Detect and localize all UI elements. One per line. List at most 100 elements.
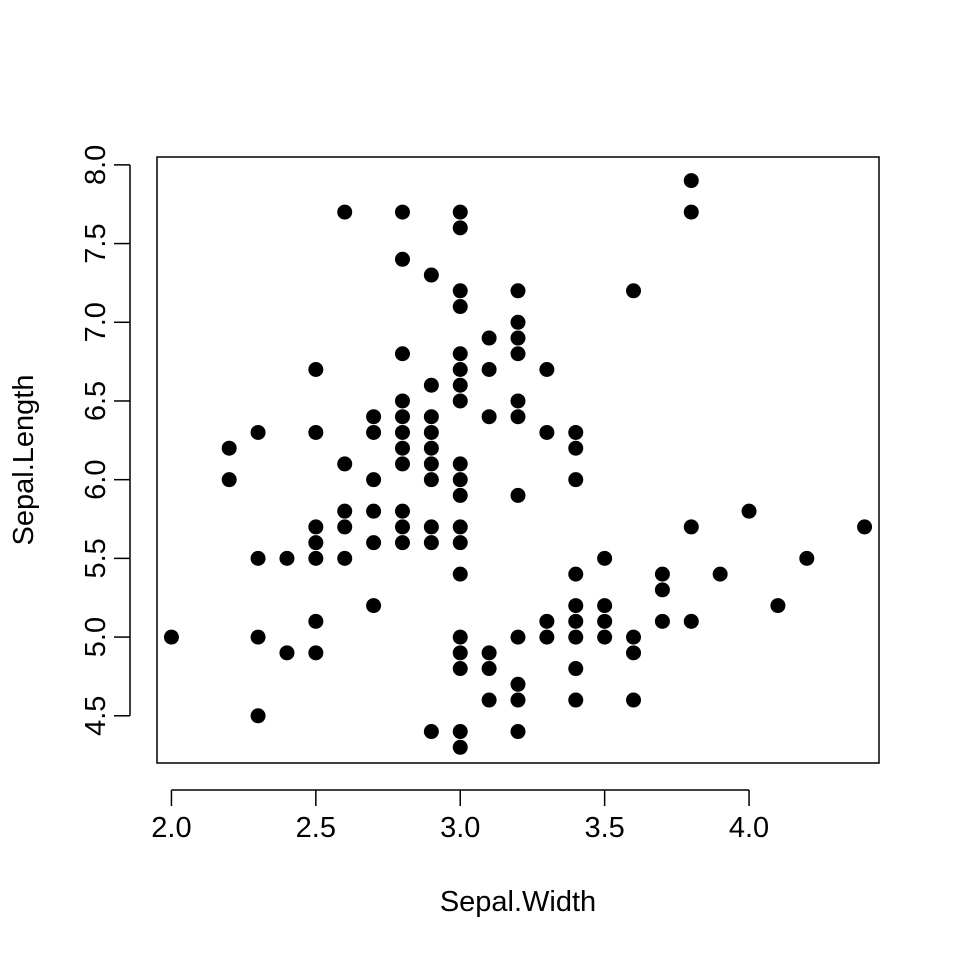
data-point [423,456,439,472]
data-point [510,330,526,346]
y-tick-label: 5.0 [80,617,112,657]
data-point [423,440,439,456]
data-point [308,361,324,377]
data-point [250,708,266,724]
data-point [857,519,873,535]
data-point [394,424,410,440]
data-point [452,346,468,362]
data-point [626,645,642,661]
data-point [308,645,324,661]
data-point [394,535,410,551]
data-point [337,204,353,220]
data-point [510,283,526,299]
data-point [626,692,642,708]
data-point [423,535,439,551]
data-point [452,299,468,315]
x-tick-label: 4.0 [729,812,769,844]
y-axis: 4.5 5.0 5.5 6.0 6.5 7.0 7.5 8.0 [80,145,131,736]
data-point [394,440,410,456]
data-point [510,314,526,330]
data-point [452,661,468,677]
data-point [481,661,497,677]
data-point [308,550,324,566]
data-point [568,424,584,440]
data-point [163,629,179,645]
data-point [539,629,555,645]
data-point [452,472,468,488]
data-point [683,204,699,220]
y-tick-label: 4.5 [80,696,112,736]
data-point [279,550,295,566]
data-point [597,598,613,614]
data-point [452,456,468,472]
data-point [337,456,353,472]
data-point [510,724,526,740]
y-tick-label: 6.0 [80,460,112,500]
data-point [683,519,699,535]
x-axis-label: Sepal.Width [440,886,596,918]
data-point [741,503,757,519]
data-point [452,535,468,551]
data-point [394,251,410,267]
y-tick-label: 8.0 [80,145,112,185]
data-point [452,519,468,535]
data-point [452,220,468,236]
data-point [366,409,382,425]
data-point [394,393,410,409]
data-point [654,566,670,582]
data-point [568,566,584,582]
data-point [366,424,382,440]
data-point [481,330,497,346]
data-point [423,424,439,440]
data-point [626,283,642,299]
data-point [568,661,584,677]
data-point [423,377,439,393]
data-point [423,724,439,740]
data-point [712,566,728,582]
data-point [221,472,237,488]
data-point [337,550,353,566]
data-point [250,424,266,440]
x-tick-label: 3.0 [440,812,480,844]
data-point [423,267,439,283]
y-tick-label: 7.5 [80,223,112,263]
data-points [163,173,873,755]
data-point [597,550,613,566]
data-point [452,204,468,220]
data-point [394,519,410,535]
data-point [539,361,555,377]
data-point [568,472,584,488]
data-point [597,613,613,629]
data-point [452,724,468,740]
data-point [221,440,237,456]
data-point [510,692,526,708]
data-point [279,645,295,661]
data-point [510,676,526,692]
y-tick-label: 7.0 [80,302,112,342]
data-point [568,629,584,645]
data-point [510,487,526,503]
data-point [568,613,584,629]
data-point [597,629,613,645]
data-point [452,283,468,299]
data-point [452,739,468,755]
data-point [423,409,439,425]
data-point [308,613,324,629]
data-point [626,629,642,645]
data-point [452,361,468,377]
x-axis: 2.0 2.5 3.0 3.5 4.0 [151,789,769,844]
x-tick-label: 3.5 [584,812,624,844]
data-point [394,456,410,472]
data-point [452,487,468,503]
data-point [683,173,699,189]
data-point [452,566,468,582]
data-point [683,613,699,629]
data-point [366,598,382,614]
data-point [654,582,670,598]
data-point [452,645,468,661]
data-point [654,613,670,629]
plot-frame [156,156,880,764]
data-point [481,409,497,425]
data-point [481,692,497,708]
